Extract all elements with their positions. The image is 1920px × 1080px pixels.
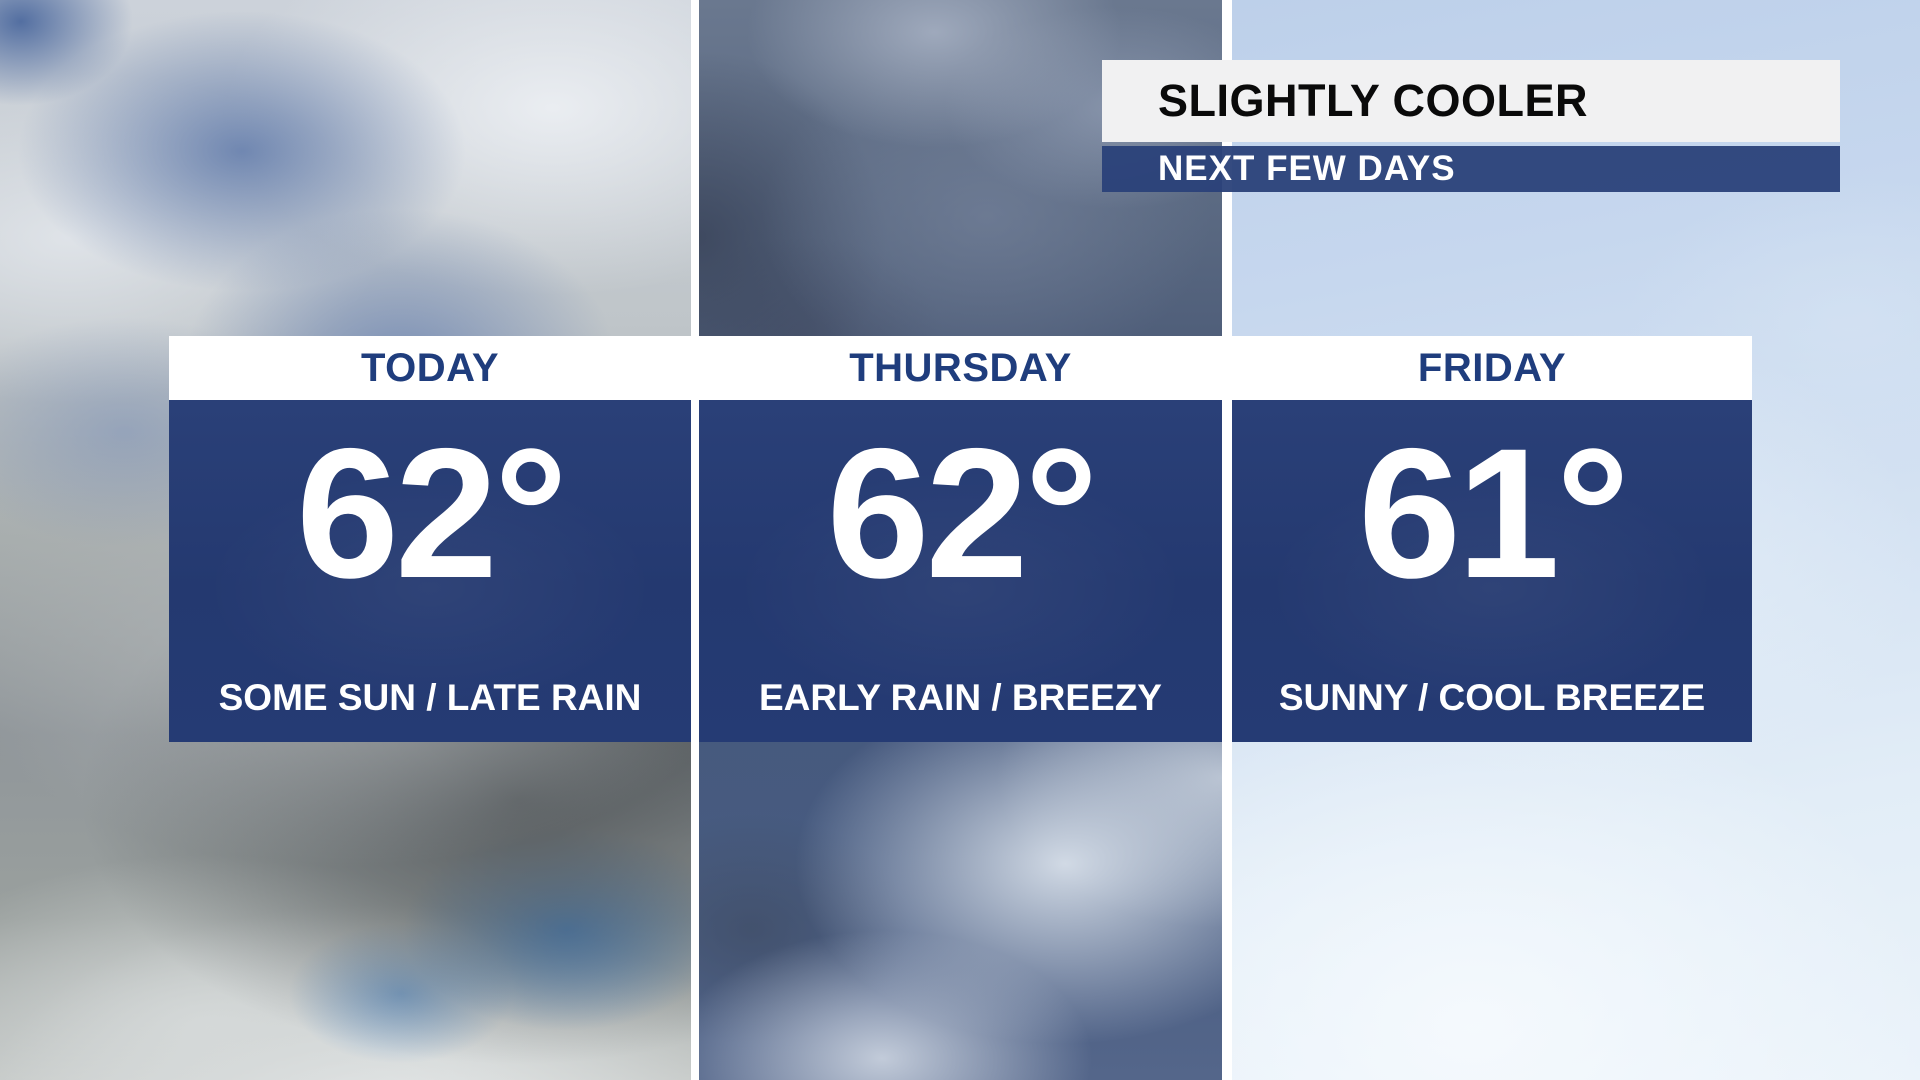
condition-text-thursday: EARLY RAIN / BREEZY bbox=[759, 677, 1162, 718]
condition-text-friday: SUNNY / COOL BREEZE bbox=[1278, 677, 1706, 718]
day-label-thursday: THURSDAY bbox=[699, 336, 1222, 400]
subheadline-text: NEXT FEW DAYS bbox=[1102, 146, 1840, 192]
day-label-friday: FRIDAY bbox=[1232, 336, 1752, 400]
temperature-value-today: 62° bbox=[296, 411, 568, 617]
forecast-card-body: 61° SUNNY / COOL BREEZE bbox=[1232, 400, 1752, 742]
temperature-value-friday: 61° bbox=[1358, 411, 1630, 617]
condition-text-today: SOME SUN / LATE RAIN bbox=[218, 677, 642, 718]
day-label-today: TODAY bbox=[169, 336, 691, 400]
headline-text: SLIGHTLY COOLER bbox=[1102, 60, 1840, 142]
forecast-card-today: TODAY 62° SOME SUN / LATE RAIN bbox=[169, 336, 691, 742]
forecast-card-body: 62° SOME SUN / LATE RAIN bbox=[169, 400, 691, 742]
forecast-card-thursday: THURSDAY 62° EARLY RAIN / BREEZY bbox=[699, 336, 1222, 742]
headline-banner: SLIGHTLY COOLER NEXT FEW DAYS bbox=[1102, 60, 1840, 192]
forecast-card-body: 62° EARLY RAIN / BREEZY bbox=[699, 400, 1222, 742]
forecast-card-friday: FRIDAY 61° SUNNY / COOL BREEZE bbox=[1232, 336, 1752, 742]
temperature-value-thursday: 62° bbox=[826, 411, 1099, 617]
